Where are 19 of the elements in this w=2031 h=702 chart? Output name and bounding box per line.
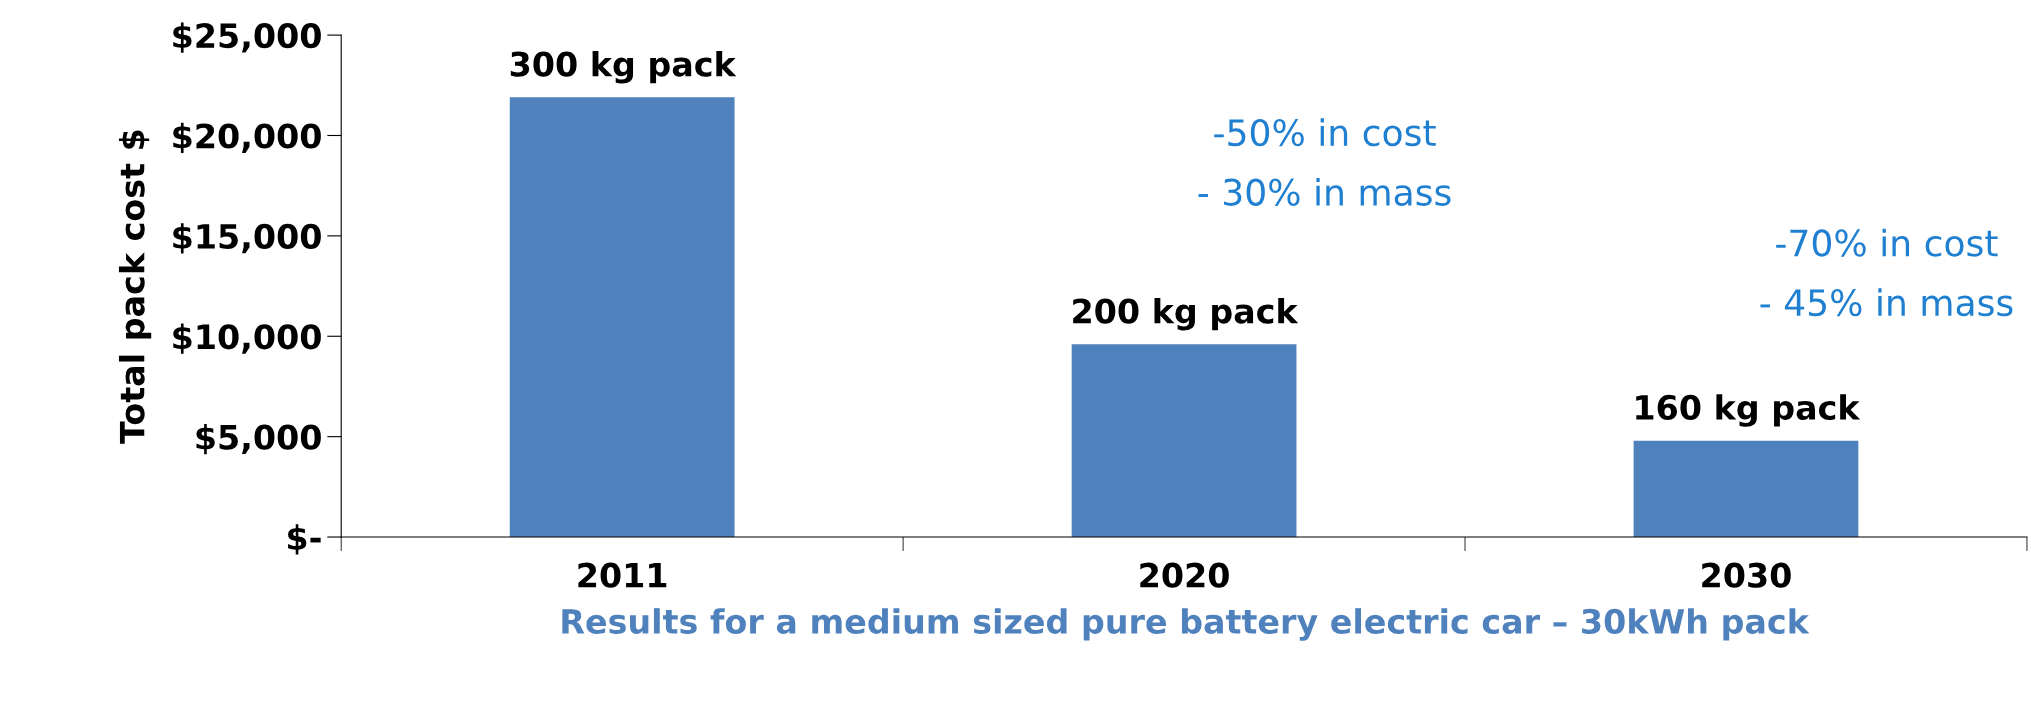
bar [1071,344,1297,538]
annotation: -50% in cost - 30% in mass [1198,118,1451,206]
x-axis-title: Results for a medium sized pure battery electric car – 30kWh pack [562,608,1810,641]
x-tick-label: 2020 [1140,562,1229,588]
y-axis-title: Total pack cost $ [118,130,152,444]
x-tick-label: 2030 [1702,562,1791,588]
annotation: 300 kg pack [510,50,737,84]
y-tick-label: $20,000 [173,122,321,154]
bar [1633,440,1859,538]
y-tick-label: $10,000 [173,323,321,354]
y-tick-label: $- [288,524,321,555]
y-tick-label: $5,000 [196,423,321,455]
y-tick-label: $25,000 [173,22,321,53]
annotation: 200 kg pack [1073,297,1299,331]
bar [509,97,735,538]
x-tick-label: 2011 [578,562,667,588]
y-tick-label: $15,000 [173,223,321,254]
annotation: 160 kg pack [1636,394,1861,427]
annotation: -70% in cost - 45% in mass [1760,228,2013,317]
